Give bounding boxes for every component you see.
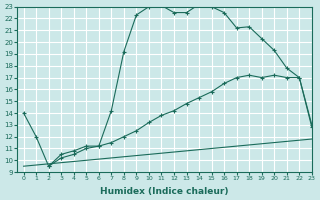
- X-axis label: Humidex (Indice chaleur): Humidex (Indice chaleur): [100, 187, 229, 196]
